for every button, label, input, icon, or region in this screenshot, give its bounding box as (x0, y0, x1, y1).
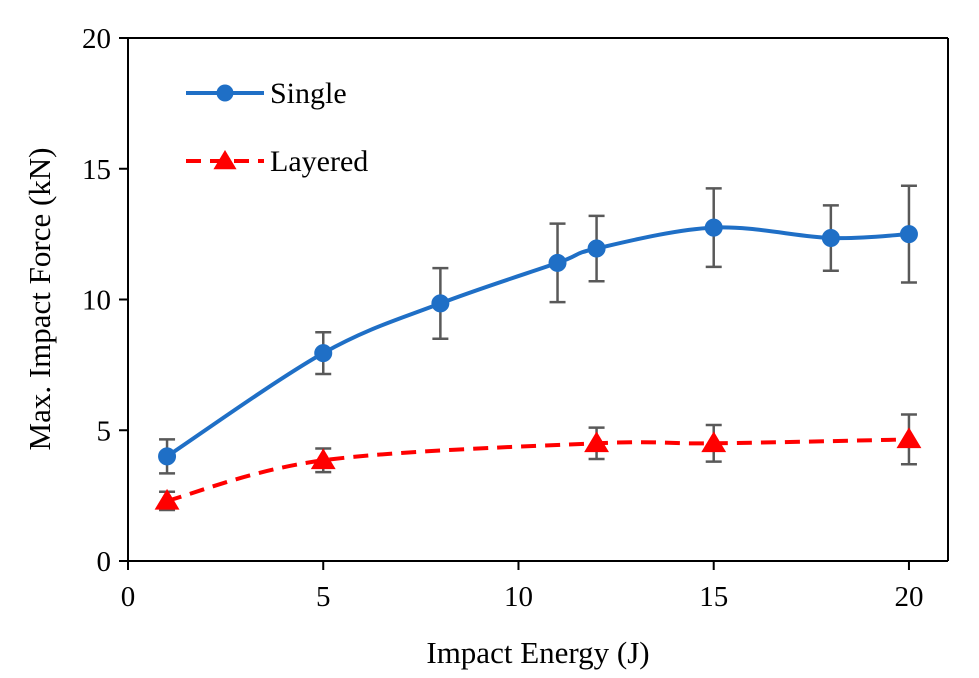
legend: Single Layered (186, 77, 368, 178)
data-point (821, 229, 840, 248)
data-point (584, 431, 610, 453)
legend-marker-single (216, 84, 234, 102)
data-point (548, 253, 567, 272)
legend-label-single: Single (270, 77, 347, 110)
y-tick-label: 10 (82, 285, 111, 317)
legend-item-single: Single (186, 77, 347, 110)
legend-marker-layered (213, 150, 237, 170)
data-point (704, 218, 723, 237)
x-tick-label: 10 (504, 581, 533, 613)
data-point (896, 427, 922, 449)
y-tick-label: 20 (82, 23, 111, 55)
legend-item-layered: Layered (186, 145, 368, 178)
data-point (314, 344, 333, 363)
series-layered (154, 413, 922, 512)
y-tick-label: 5 (97, 415, 112, 447)
x-tick-label: 0 (121, 581, 136, 613)
series-line-layered (166, 437, 910, 503)
x-axis-title: Impact Energy (J) (426, 635, 649, 670)
data-point (587, 239, 606, 258)
data-point (158, 447, 177, 466)
data-point (431, 294, 450, 313)
y-axis-title: Max. Impact Force (kN) (22, 147, 57, 450)
data-point (154, 488, 180, 510)
series-single (158, 184, 918, 475)
x-tick-label: 15 (699, 581, 728, 613)
data-point (899, 225, 918, 244)
axes-layer: 0 5 10 15 20 0 5 10 15 20 (82, 23, 949, 613)
x-tick-label: 20 (894, 581, 923, 613)
data-point (701, 431, 727, 453)
y-tick-label: 15 (82, 154, 111, 186)
plot-layer (154, 184, 922, 512)
x-tick-label: 5 (316, 581, 331, 613)
legend-label-layered: Layered (270, 145, 368, 178)
data-point (310, 448, 336, 470)
y-tick-label: 0 (97, 546, 112, 578)
